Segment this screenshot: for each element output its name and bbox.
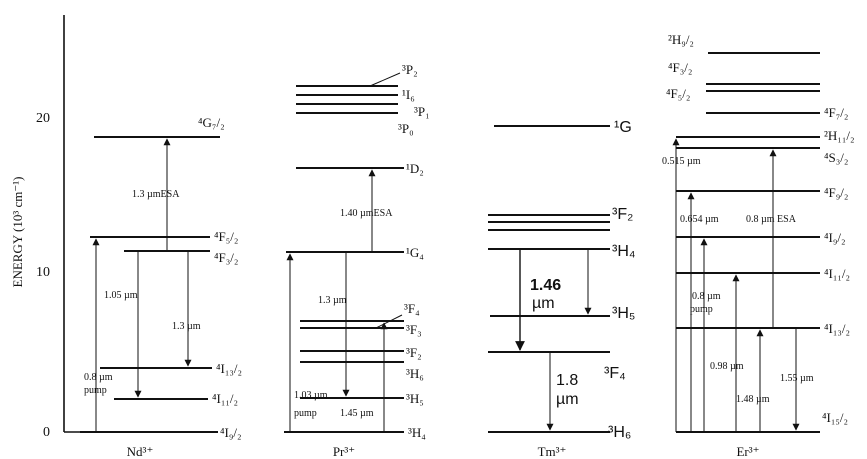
level-label: ³F₃ — [406, 322, 422, 337]
level-pointer — [369, 72, 401, 87]
y-tick-label-0: 0 — [43, 425, 50, 440]
energy-axis: 0 10 20 ENERGY (10³ cm⁻¹) — [10, 15, 82, 440]
level-label: ³P₀ — [398, 121, 414, 136]
ion-name: Tm³⁺ — [538, 444, 567, 459]
level-label: ⁴I₁₅/₂ — [822, 410, 848, 425]
transition-label: 1.3 µm — [318, 295, 347, 306]
transition-label: 0.98 µm — [710, 361, 744, 372]
transition-label: pump — [294, 408, 317, 419]
level-label: ²H₁₁/₂ — [824, 128, 855, 143]
transition-label: pump — [690, 304, 713, 315]
level-label: ³F₄ — [604, 365, 626, 382]
level-label: ³F₂ — [406, 345, 422, 360]
level-label: ³H₅ — [406, 391, 424, 406]
ion-name: Pr³⁺ — [333, 444, 355, 459]
level-label: ²H₉/₂ — [668, 32, 694, 47]
transition-label: 0.654 µm — [680, 214, 719, 225]
level-label: ⁴F₅/₂ — [214, 229, 238, 244]
transition-label: 0.8 µm ESA — [746, 214, 797, 225]
level-label: ¹I₆ — [402, 87, 415, 102]
transition-label: µm — [556, 391, 579, 408]
level-label: ³H₄ — [612, 243, 635, 260]
transition-label: 1.55 µm — [780, 373, 814, 384]
transition-label: 1.48 µm — [736, 394, 770, 405]
transition-label: 1.45 µm — [340, 408, 374, 419]
ion-name: Nd³⁺ — [127, 444, 154, 459]
transition-label: 0.515 µm — [662, 156, 701, 167]
level-label: ⁴F₇/₂ — [824, 105, 848, 120]
level-label: ⁴I₉/₂ — [220, 425, 242, 440]
level-label: ³H₄ — [408, 425, 426, 440]
y-axis-title: ENERGY (10³ cm⁻¹) — [10, 177, 25, 288]
level-label: ³H₅ — [612, 305, 635, 322]
transition-label: 1.8 — [556, 372, 578, 389]
ion-panel-pr: ³P₂ ¹I₆ ³P₁ ³P₀ ¹D₂ ¹G₄ ³F₄ ³F₃ ³F₂ ³H₆ … — [284, 62, 430, 459]
transition-label: 0.8 µm — [84, 372, 113, 383]
transition-label: 1.3 µmESA — [132, 189, 180, 200]
transition-label: 1.40 µmESA — [340, 208, 393, 219]
level-pointer — [375, 314, 403, 329]
level-label: ⁴I₁₃/₂ — [824, 321, 850, 336]
level-label: ⁴I₁₁/₂ — [212, 391, 238, 406]
y-tick-label-10: 10 — [36, 265, 50, 280]
level-label: ⁴I₁₃/₂ — [216, 361, 242, 376]
level-label: ¹G₄ — [406, 245, 424, 260]
level-label: ⁴I₉/₂ — [824, 230, 846, 245]
ion-name: Er³⁺ — [736, 444, 759, 459]
level-label: ⁴F₃/₂ — [214, 250, 238, 265]
level-label: ⁴F₃/₂ — [668, 60, 692, 75]
level-label: ³F₂ — [612, 206, 633, 223]
ion-panel-er: ²H₉/₂ ⁴F₃/₂ ⁴F₅/₂ ⁴F₇/₂ ²H₁₁/₂ ⁴S₃/₂ ⁴F₉… — [662, 32, 855, 459]
level-label: ⁴I₁₁/₂ — [824, 266, 850, 281]
level-label: ⁴F₅/₂ — [666, 86, 690, 101]
level-label: ⁴G₇/₂ — [198, 115, 225, 130]
level-label: ¹G — [614, 119, 632, 136]
transition-label: pump — [84, 385, 107, 396]
transition-label: 1.03 µm — [294, 390, 328, 401]
level-label: ³P₁ — [414, 104, 430, 119]
transition-label: 0.8 µm — [692, 291, 721, 302]
transition-label: µm — [532, 295, 555, 312]
y-tick-label-20: 20 — [36, 111, 50, 126]
level-label: ³H₆ — [608, 424, 631, 441]
level-label: ⁴F₉/₂ — [824, 185, 848, 200]
transition-label: 1.05 µm — [104, 290, 138, 301]
ion-panel-tm: ¹G ³F₂ ³H₄ ³H₅ ³F₄ ³H₆ 1.46 µm 1.8 µm Tm… — [488, 119, 635, 459]
level-label: ⁴S₃/₂ — [824, 150, 848, 165]
ion-panel-nd: ⁴G₇/₂ ⁴F₅/₂ ⁴F₃/₂ ⁴I₁₃/₂ ⁴I₁₁/₂ ⁴I₉/₂ 1.… — [80, 115, 242, 459]
level-label: ¹D₂ — [406, 161, 424, 176]
level-label: ³H₆ — [406, 366, 424, 381]
level-label: ³P₂ — [402, 62, 418, 77]
level-label: ³F₄ — [404, 301, 420, 316]
transition-label: 1.3 µm — [172, 321, 201, 332]
transition-label: 1.46 — [530, 277, 561, 294]
